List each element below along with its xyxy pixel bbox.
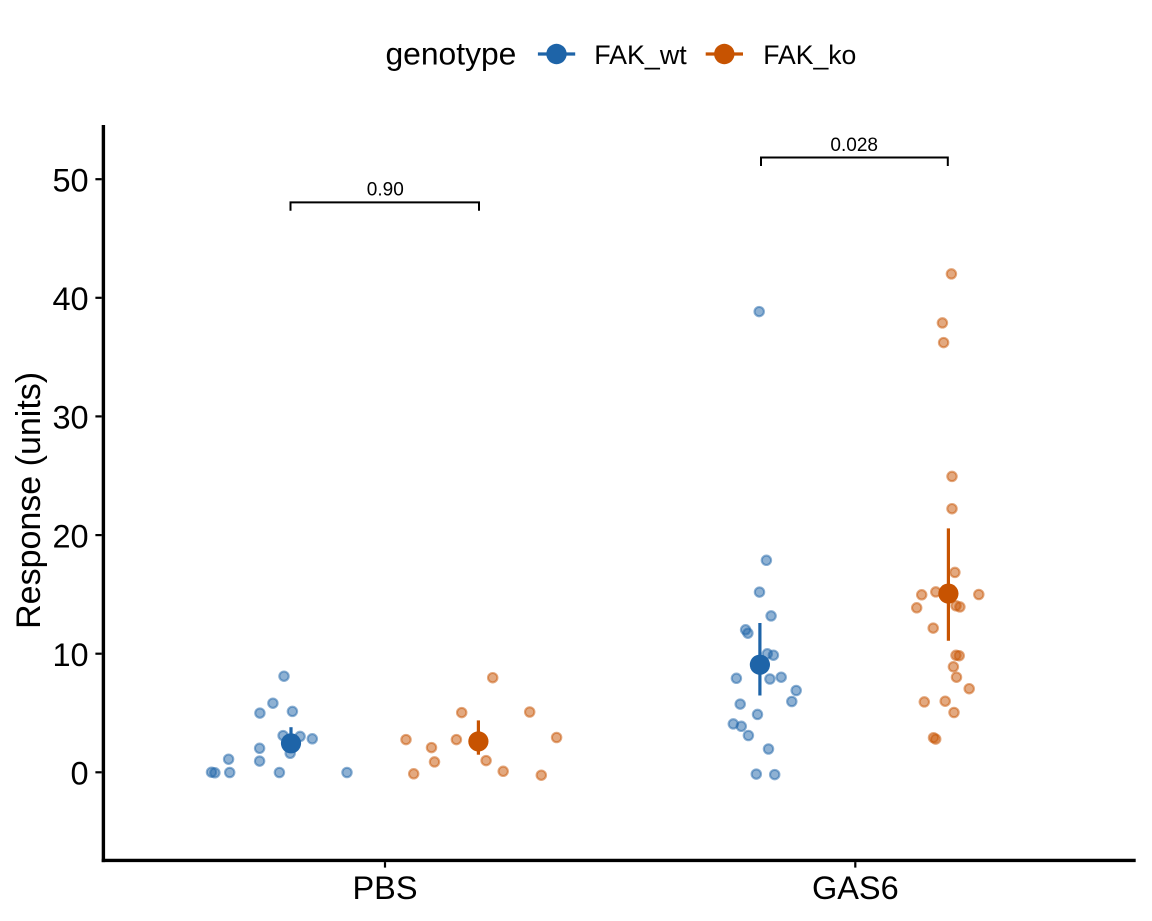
svg-text:PBS: PBS <box>352 870 417 906</box>
svg-text:FAK_wt: FAK_wt <box>594 40 687 70</box>
svg-text:0: 0 <box>71 756 89 792</box>
svg-text:Response (units): Response (units) <box>10 372 48 629</box>
svg-text:genotype: genotype <box>386 36 517 72</box>
svg-text:10: 10 <box>52 637 88 673</box>
svg-text:50: 50 <box>52 162 88 198</box>
svg-text:40: 40 <box>52 281 88 317</box>
svg-text:0.028: 0.028 <box>830 135 878 156</box>
svg-text:FAK_ko: FAK_ko <box>763 40 856 70</box>
svg-text:0.90: 0.90 <box>367 180 404 201</box>
svg-text:30: 30 <box>52 400 88 436</box>
svg-text:20: 20 <box>52 518 88 554</box>
svg-text:GAS6: GAS6 <box>812 870 899 906</box>
